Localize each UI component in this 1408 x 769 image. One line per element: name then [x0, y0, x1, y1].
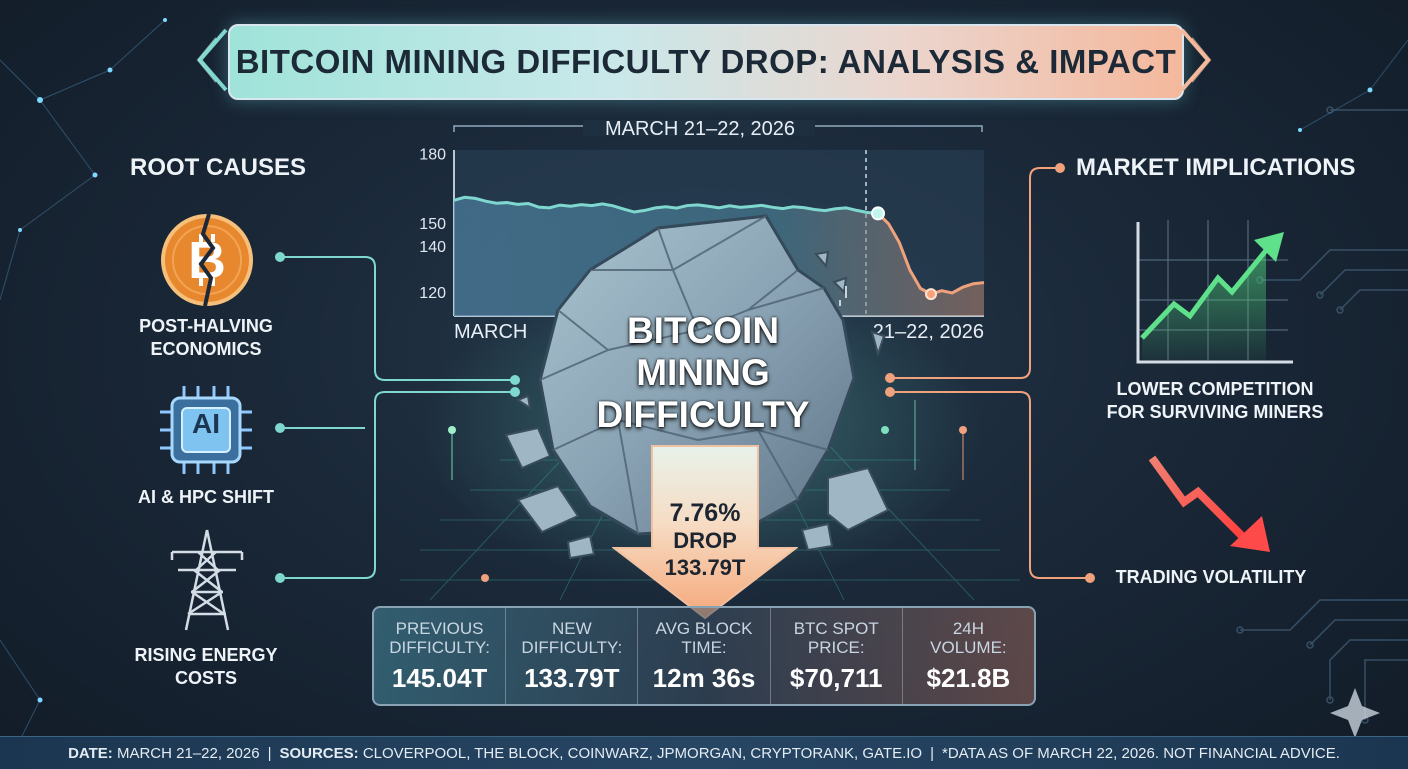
- stat-previous-difficulty: PREVIOUS DIFFICULTY: 145.04T: [374, 608, 507, 704]
- stat-24h-volume: 24H VOLUME: $21.8B: [903, 608, 1034, 704]
- x-end-label: 21–22, 2026: [873, 321, 984, 343]
- y-tick-label: 180: [419, 147, 446, 164]
- down-arrow-icon: [612, 445, 798, 620]
- network-nodes: [18, 18, 1373, 703]
- stat-label: PREVIOUS DIFFICULTY:: [389, 618, 490, 657]
- stat-value: 145.04T: [391, 662, 488, 693]
- ai-chip-text: AI: [192, 408, 220, 439]
- root-causes-heading: ROOT CAUSES: [130, 154, 307, 181]
- page-title: BITCOIN MINING DIFFICULTY DROP: ANALYSIS…: [235, 43, 1177, 80]
- low-point: [925, 288, 937, 301]
- footer-separator: |: [267, 744, 272, 762]
- banner-chevron-left-icon: [196, 28, 228, 92]
- stat-value: $21.8B: [926, 662, 1011, 693]
- stat-avg-block-time: AVG BLOCK TIME: 12m 36s: [638, 608, 771, 704]
- x-start-label: MARCH: [454, 321, 527, 343]
- chart-title: MARCH 21–22, 2026: [605, 120, 795, 140]
- footer-sources-key: SOURCES:: [279, 744, 359, 762]
- implication-label-line: FOR SURVIVING MINERS: [1106, 402, 1324, 422]
- cause-label-energy: RISING ENERGY COSTS: [116, 644, 296, 690]
- broken-bitcoin-icon: B: [161, 213, 253, 307]
- network-lines: [0, 19, 1408, 761]
- falling-arrow-icon: [1148, 455, 1270, 552]
- footer-sources-value: CLOVERPOOL, THE BLOCK, COINWARZ, JPMORGA…: [362, 744, 923, 762]
- cause-label-ai-hpc: AI & HPC SHIFT: [116, 486, 296, 509]
- stat-value: 133.79T: [524, 662, 620, 693]
- cause-label-line: ECONOMICS: [150, 339, 262, 359]
- cause-label-line: AI & HPC SHIFT: [137, 487, 274, 507]
- glow-dots: [448, 400, 967, 582]
- implication-label-line: LOWER COMPETITION: [1116, 379, 1314, 399]
- y-tick-label: 120: [419, 285, 446, 302]
- implication-connectors: [890, 167, 1090, 579]
- implication-label-competition: LOWER COMPETITION FOR SURVIVING MINERS: [1090, 378, 1340, 424]
- footer-separator: |: [930, 744, 934, 762]
- power-tower-icon: [170, 529, 244, 631]
- series-line-before: [453, 195, 879, 215]
- chart-title-bg: [583, 120, 815, 136]
- implication-label-volatility: TRADING VOLATILITY: [1100, 566, 1322, 589]
- footer-date-key: DATE:: [68, 744, 113, 762]
- market-implications-heading: MARKET IMPLICATIONS: [1076, 154, 1356, 181]
- stat-btc-spot-price: BTC SPOT PRICE: $70,711: [771, 608, 903, 704]
- cause-label-line: RISING ENERGY: [134, 645, 278, 665]
- event-point: [871, 206, 885, 221]
- ai-chip-icon: [160, 386, 252, 474]
- implication-label-line: TRADING VOLATILITY: [1115, 567, 1307, 587]
- footer-bar: DATE: MARCH 21–22, 2026 | SOURCES: CLOVE…: [0, 736, 1408, 769]
- rock-label: BITCOIN MINING DIFFICULTY: [578, 310, 828, 436]
- stat-label: 24H VOLUME:: [930, 618, 1007, 657]
- drop-value: 133.79T: [664, 555, 746, 580]
- cause-connectors: [280, 256, 515, 579]
- rock-label-line: MINING: [636, 352, 770, 393]
- boulder-illustration: [504, 214, 890, 560]
- stats-panel: PREVIOUS DIFFICULTY: 145.04T NEW DIFFICULT…: [372, 606, 1036, 706]
- y-tick-label: 150: [419, 216, 446, 233]
- stat-label: BTC SPOT PRICE:: [793, 618, 879, 657]
- banner-chevron-right-icon: [1180, 28, 1212, 92]
- stat-label: AVG BLOCK TIME:: [655, 618, 753, 657]
- rock-label-line: BITCOIN: [626, 310, 780, 351]
- title-banner: BITCOIN MINING DIFFICULTY DROP: ANALYSIS…: [228, 24, 1184, 100]
- cause-label-line: COSTS: [174, 668, 237, 688]
- drop-word: DROP: [673, 528, 737, 553]
- rising-chart-icon: [1136, 220, 1293, 364]
- rock-label-line: DIFFICULTY: [596, 394, 810, 435]
- stat-new-difficulty: NEW DIFFICULTY: 133.79T: [506, 608, 639, 704]
- sparkle-icon: [1330, 688, 1380, 738]
- footer-disclaimer: *DATA AS OF MARCH 22, 2026. NOT FINANCIA…: [942, 744, 1340, 762]
- cause-label-line: POST-HALVING: [139, 316, 273, 336]
- drop-percent: 7.76%: [669, 499, 741, 527]
- drop-callout: 7.76% DROP 133.79T: [640, 500, 770, 581]
- footer-date-value: MARCH 21–22, 2026: [116, 744, 260, 762]
- cause-label-post-halving: POST-HALVING ECONOMICS: [116, 315, 296, 361]
- stat-value: 12m 36s: [652, 662, 756, 693]
- stat-value: $70,711: [789, 662, 883, 693]
- stat-label: NEW DIFFICULTY:: [521, 618, 623, 657]
- y-tick-label: 140: [419, 239, 446, 256]
